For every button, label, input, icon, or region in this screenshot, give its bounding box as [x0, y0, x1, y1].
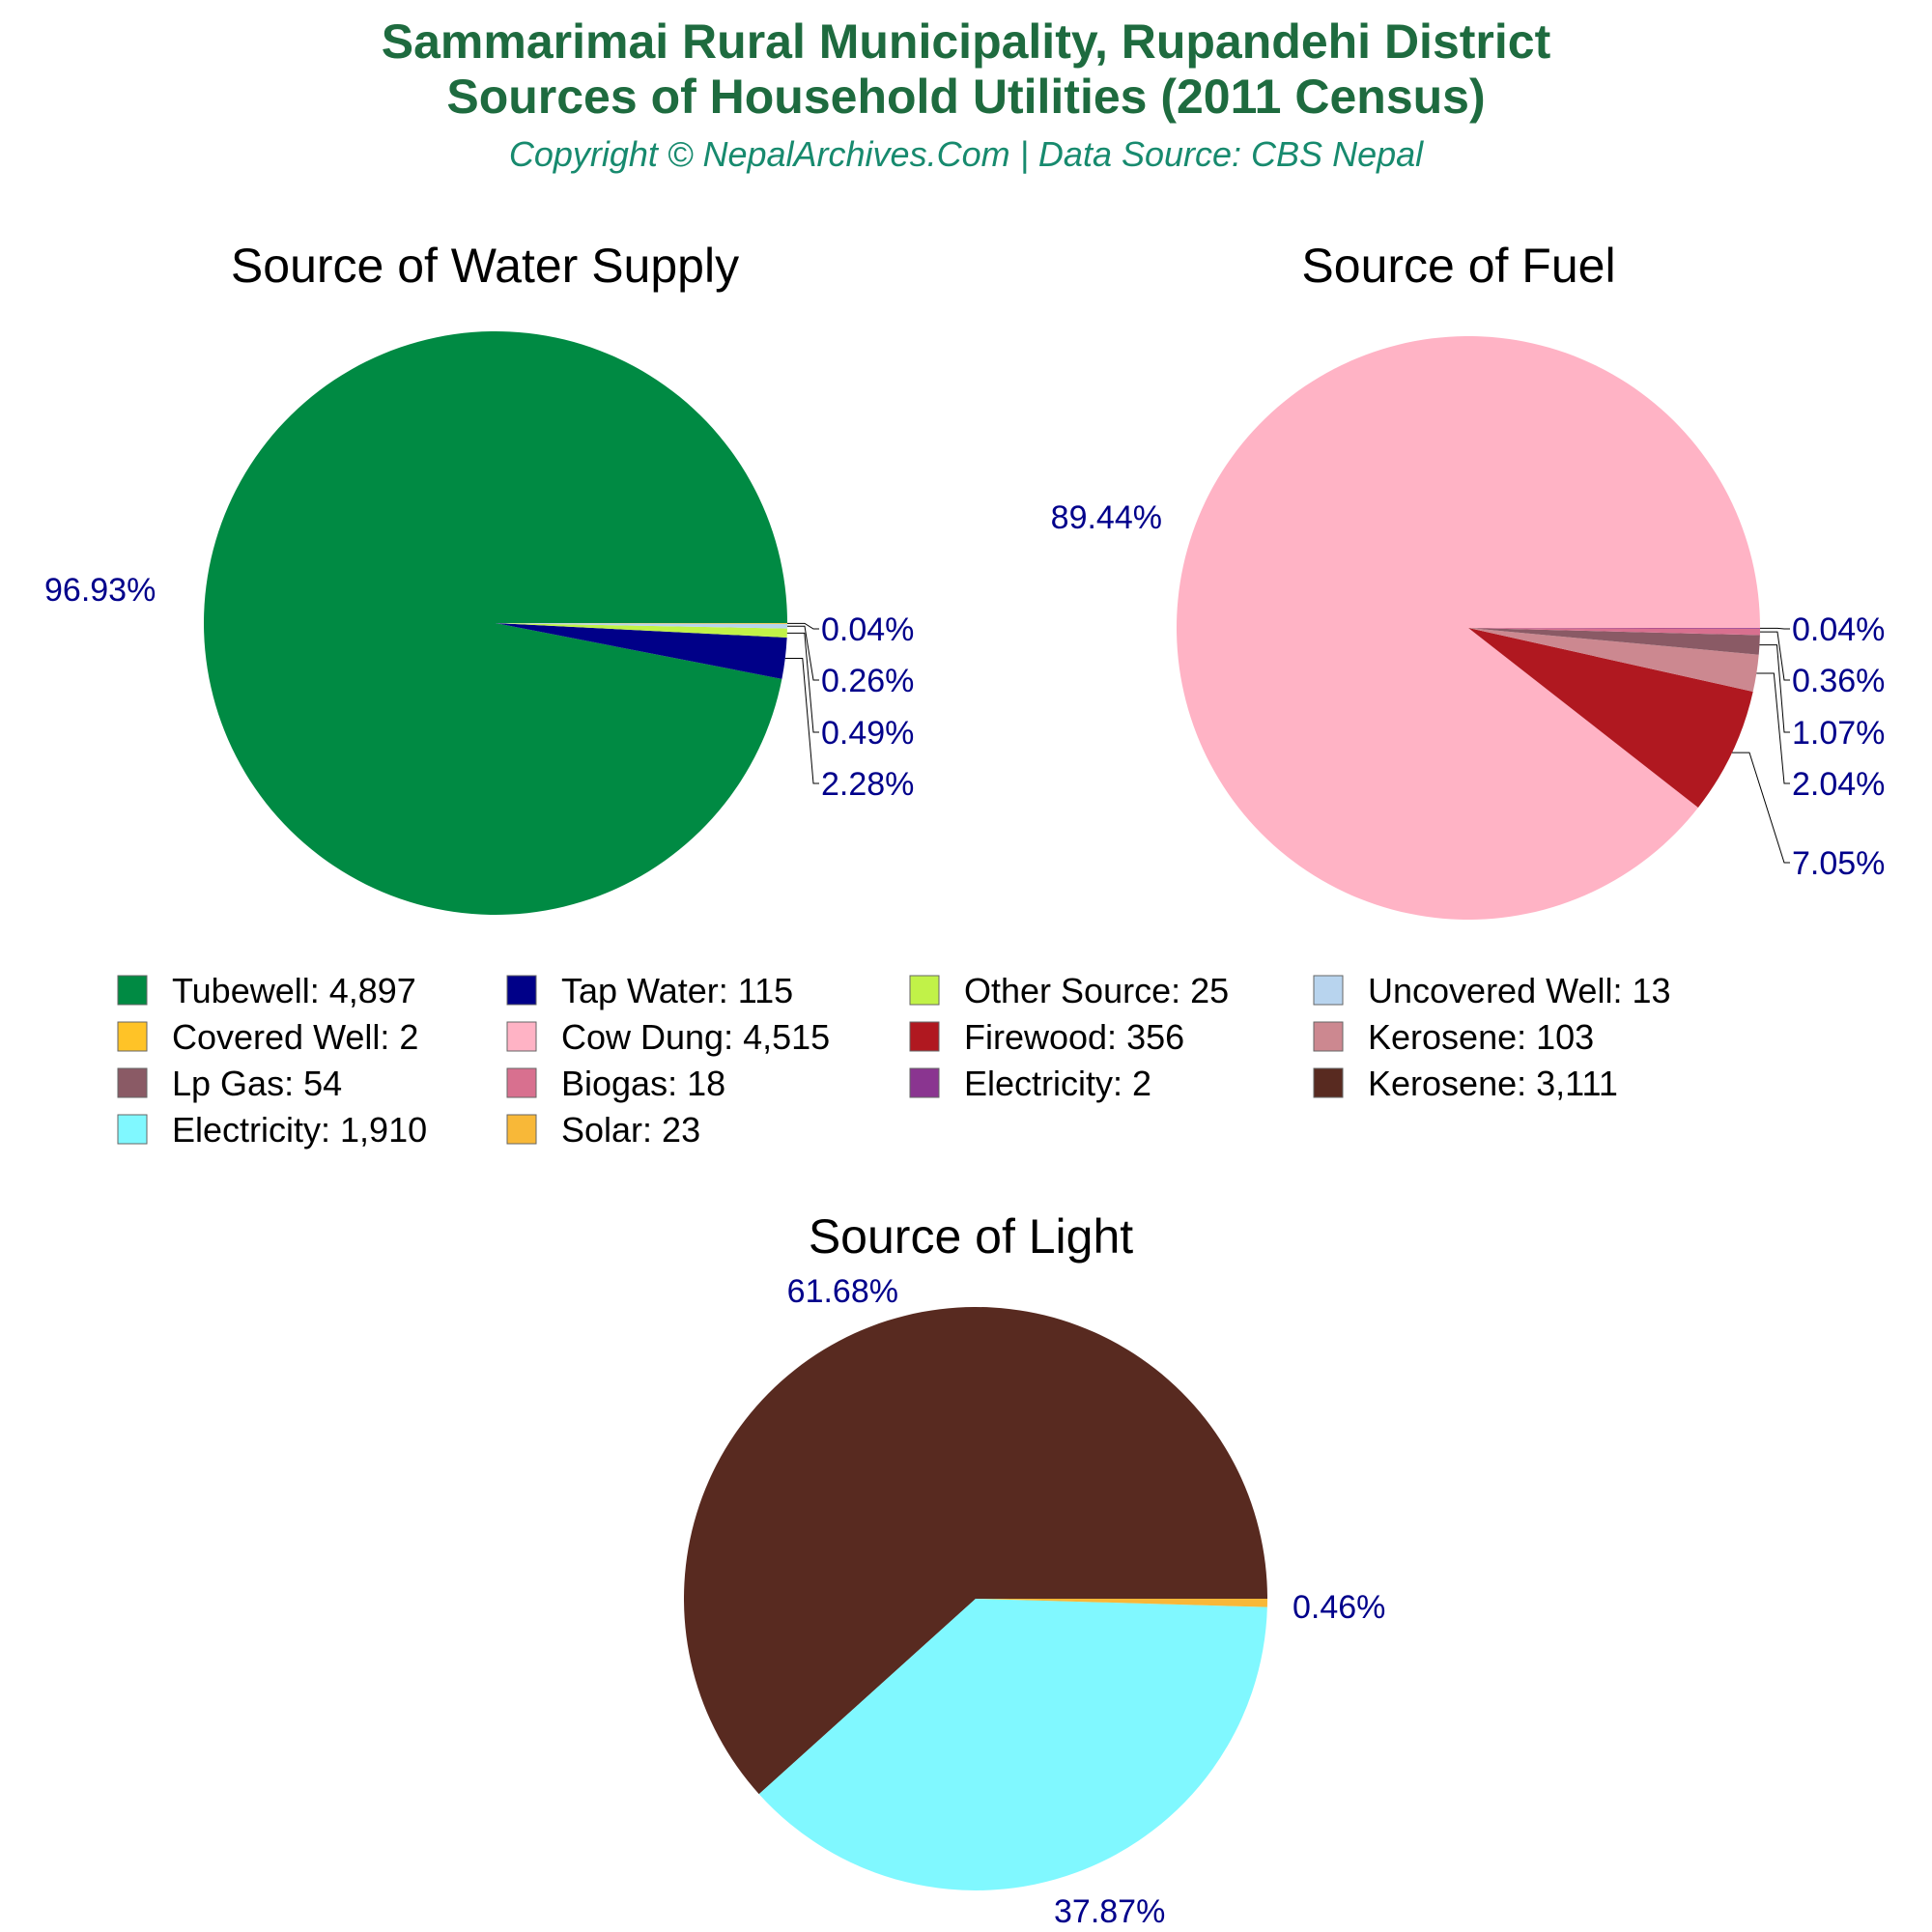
leader-line — [1759, 631, 1790, 681]
legend-swatch — [506, 1114, 537, 1145]
percent-label: 1.07% — [1792, 715, 1885, 752]
leader-line — [786, 625, 819, 681]
legend-label: Solar: 23 — [561, 1110, 700, 1150]
percent-label: 61.68% — [787, 1273, 898, 1310]
pie-slice-kerosene — [1468, 628, 1759, 692]
pie-chart-water-supply: Source of Water Supply 96.93% 0.04% 0.26% 0… — [44, 239, 914, 916]
legend-swatch — [506, 1021, 537, 1052]
legend-swatch — [117, 975, 148, 1006]
leader-line — [784, 658, 819, 784]
legend-swatch — [506, 1067, 537, 1098]
percent-label: 96.93% — [44, 572, 156, 609]
pie-title: Source of Water Supply — [231, 239, 739, 293]
leader-line — [1756, 672, 1790, 784]
pie-title: Source of Fuel — [1301, 239, 1615, 293]
pie-slice-solar — [976, 1599, 1267, 1607]
pie-chart-fuel: Source of Fuel 89.44% 7.05% 2.04% 1.07% 0.36… — [1051, 239, 1885, 921]
leader-line — [1759, 644, 1790, 733]
pie-chart-light: Source of Light 61.68% 37.87% 0.46% — [684, 1209, 1385, 1930]
main-title-line-1: Sammarimai Rural Municipality, Rupandehi… — [382, 14, 1551, 69]
legend-label: Cow Dung: 4,515 — [561, 1017, 830, 1057]
legend-label: Kerosene: 3,111 — [1368, 1064, 1618, 1103]
legend-swatch — [506, 975, 537, 1006]
subtitle: Copyright © NepalArchives.Com | Data Sou… — [509, 134, 1424, 174]
legend-swatch — [909, 1021, 940, 1052]
percent-label: 0.49% — [821, 715, 914, 752]
pie-slice-kerosene — [684, 1307, 1267, 1795]
legend-label: Uncovered Well: 13 — [1368, 971, 1671, 1010]
percent-label: 37.87% — [1054, 1893, 1165, 1930]
pie-title: Source of Light — [809, 1209, 1133, 1264]
leader-line — [1731, 752, 1790, 864]
leader-line — [786, 622, 819, 630]
pie-slice-lp-gas — [1468, 628, 1760, 655]
legend-swatch — [1313, 1067, 1344, 1098]
legend-swatch — [1313, 1021, 1344, 1052]
percent-label: 7.05% — [1792, 845, 1885, 882]
percent-label: 2.28% — [821, 766, 914, 803]
legend-label: Electricity: 2 — [964, 1064, 1151, 1103]
percent-label: 0.46% — [1293, 1589, 1385, 1626]
legend-swatch — [1313, 975, 1344, 1006]
legend-swatch — [909, 975, 940, 1006]
main-title-line-2: Sources of Household Utilities (2011 Cen… — [446, 70, 1485, 124]
percent-label: 89.44% — [1051, 499, 1162, 536]
pie-slice-uncovered-well — [496, 623, 787, 629]
percent-label: 2.04% — [1792, 766, 1885, 803]
percent-label: 0.04% — [821, 611, 914, 648]
legend-label: Other Source: 25 — [964, 971, 1229, 1010]
percent-label: 0.36% — [1792, 663, 1885, 699]
percent-label: 0.26% — [821, 663, 914, 699]
pie-slice-covered-well — [496, 623, 787, 624]
legend-swatch — [117, 1114, 148, 1145]
percent-label: 0.04% — [1792, 611, 1885, 648]
legend-label: Kerosene: 103 — [1368, 1017, 1594, 1057]
pie-slice-tap-water — [496, 623, 787, 679]
legend-label: Lp Gas: 54 — [172, 1064, 342, 1103]
pie-slice-electricity — [1468, 628, 1760, 629]
leader-line — [786, 632, 819, 733]
pie-slice-other-source — [496, 623, 787, 639]
pie-slice-firewood — [1468, 628, 1753, 808]
pie-slice-biogas — [1468, 628, 1760, 636]
legend-label: Biogas: 18 — [561, 1064, 725, 1103]
legend: Tubewell: 4,897 Tap Water: 115 Other Sourc… — [117, 971, 1671, 1150]
legend-swatch — [909, 1067, 940, 1098]
legend-label: Covered Well: 2 — [172, 1017, 418, 1057]
legend-swatch — [117, 1067, 148, 1098]
leader-line — [1759, 627, 1790, 630]
legend-label: Tubewell: 4,897 — [172, 971, 416, 1010]
legend-label: Firewood: 356 — [964, 1017, 1184, 1057]
legend-swatch — [117, 1021, 148, 1052]
pie-slice-electricity — [758, 1599, 1267, 1890]
legend-label: Electricity: 1,910 — [172, 1110, 427, 1150]
pie-slice-tubewell — [204, 331, 787, 916]
legend-label: Tap Water: 115 — [561, 971, 793, 1010]
